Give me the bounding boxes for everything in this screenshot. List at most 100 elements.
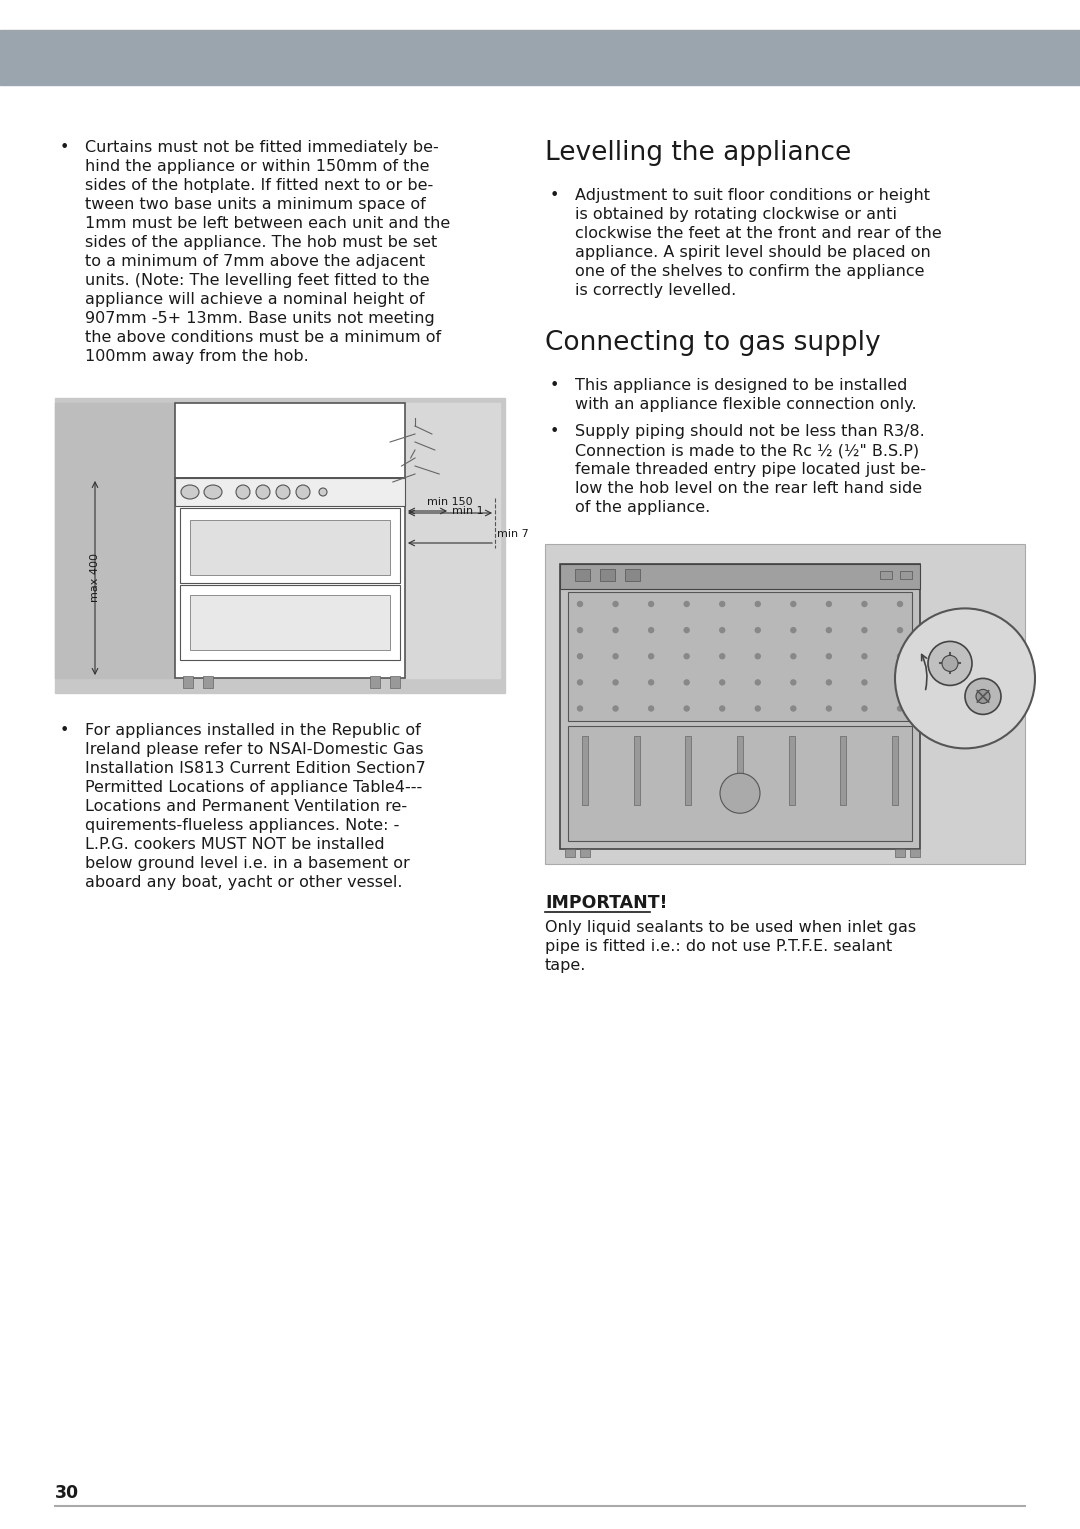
Circle shape bbox=[276, 485, 291, 498]
Circle shape bbox=[897, 680, 903, 685]
Circle shape bbox=[791, 627, 796, 633]
Circle shape bbox=[895, 609, 1035, 748]
Circle shape bbox=[826, 601, 832, 607]
Circle shape bbox=[613, 654, 618, 659]
Bar bbox=[565, 849, 575, 856]
Circle shape bbox=[613, 706, 618, 711]
Text: is obtained by rotating clockwise or anti: is obtained by rotating clockwise or ant… bbox=[575, 206, 897, 222]
Text: units. (Note: The levelling feet fitted to the: units. (Note: The levelling feet fitted … bbox=[85, 274, 430, 287]
Circle shape bbox=[755, 680, 760, 685]
Bar bbox=[880, 570, 892, 579]
Circle shape bbox=[719, 680, 725, 685]
Text: with an appliance flexible connection only.: with an appliance flexible connection on… bbox=[575, 398, 917, 411]
Bar bbox=[175, 479, 405, 677]
Bar bbox=[545, 544, 1025, 864]
Text: Connecting to gas supply: Connecting to gas supply bbox=[545, 330, 880, 356]
Text: •: • bbox=[550, 188, 559, 203]
Circle shape bbox=[826, 654, 832, 659]
Text: tween two base units a minimum space of: tween two base units a minimum space of bbox=[85, 197, 426, 213]
Circle shape bbox=[719, 706, 725, 711]
Bar bbox=[686, 735, 691, 804]
Circle shape bbox=[976, 690, 990, 703]
Bar bbox=[180, 508, 400, 584]
Text: Curtains must not be fitted immediately be-: Curtains must not be fitted immediately … bbox=[85, 141, 438, 154]
Bar bbox=[390, 676, 400, 688]
Circle shape bbox=[862, 601, 867, 607]
Bar bbox=[895, 849, 905, 856]
Bar bbox=[600, 569, 615, 581]
Circle shape bbox=[578, 680, 582, 685]
Text: Ireland please refer to NSAI-Domestic Gas: Ireland please refer to NSAI-Domestic Ga… bbox=[85, 742, 423, 757]
Text: •: • bbox=[550, 378, 559, 393]
Ellipse shape bbox=[204, 485, 222, 498]
Text: 907mm -5+ 13mm. Base units not meeting: 907mm -5+ 13mm. Base units not meeting bbox=[85, 310, 435, 326]
Text: •: • bbox=[550, 424, 559, 439]
Bar bbox=[582, 735, 588, 804]
Bar bbox=[568, 592, 912, 720]
Bar bbox=[788, 735, 795, 804]
Bar bbox=[203, 676, 213, 688]
Circle shape bbox=[319, 488, 327, 495]
Text: This appliance is designed to be installed: This appliance is designed to be install… bbox=[575, 378, 907, 393]
Text: below ground level i.e. in a basement or: below ground level i.e. in a basement or bbox=[85, 856, 409, 872]
Bar bbox=[190, 520, 390, 575]
Text: IMPORTANT!: IMPORTANT! bbox=[545, 894, 667, 911]
Circle shape bbox=[296, 485, 310, 498]
Text: min 1: min 1 bbox=[453, 506, 484, 515]
Circle shape bbox=[578, 627, 582, 633]
Text: sides of the hotplate. If fitted next to or be-: sides of the hotplate. If fitted next to… bbox=[85, 177, 433, 193]
Bar bbox=[625, 569, 640, 581]
Text: aboard any boat, yacht or other vessel.: aboard any boat, yacht or other vessel. bbox=[85, 875, 403, 890]
Bar bbox=[634, 735, 639, 804]
Circle shape bbox=[719, 627, 725, 633]
Circle shape bbox=[649, 654, 653, 659]
Circle shape bbox=[649, 706, 653, 711]
Bar bbox=[180, 586, 400, 661]
Bar bbox=[561, 564, 920, 589]
Circle shape bbox=[897, 601, 903, 607]
Bar bbox=[580, 849, 590, 856]
Circle shape bbox=[720, 774, 760, 813]
Circle shape bbox=[897, 627, 903, 633]
Text: 750: 750 bbox=[285, 566, 298, 590]
Circle shape bbox=[578, 706, 582, 711]
Circle shape bbox=[791, 680, 796, 685]
Text: clockwise the feet at the front and rear of the: clockwise the feet at the front and rear… bbox=[575, 226, 942, 242]
Circle shape bbox=[826, 680, 832, 685]
Bar bbox=[405, 404, 500, 677]
Circle shape bbox=[942, 656, 958, 671]
Circle shape bbox=[578, 654, 582, 659]
Text: Adjustment to suit floor conditions or height: Adjustment to suit floor conditions or h… bbox=[575, 188, 930, 203]
Bar bbox=[175, 479, 405, 506]
Text: min 150: min 150 bbox=[428, 497, 473, 508]
Text: to a minimum of 7mm above the adjacent: to a minimum of 7mm above the adjacent bbox=[85, 254, 426, 269]
Text: 30: 30 bbox=[55, 1485, 79, 1501]
Bar bbox=[737, 735, 743, 804]
Text: 1mm must be left between each unit and the: 1mm must be left between each unit and t… bbox=[85, 216, 450, 231]
Circle shape bbox=[649, 601, 653, 607]
Circle shape bbox=[719, 601, 725, 607]
Text: Levelling the appliance: Levelling the appliance bbox=[545, 141, 851, 167]
Bar bbox=[840, 735, 847, 804]
Bar bbox=[370, 676, 380, 688]
Circle shape bbox=[755, 654, 760, 659]
Bar bbox=[568, 725, 912, 841]
Text: Supply piping should not be less than R3/8.: Supply piping should not be less than R3… bbox=[575, 424, 924, 439]
Text: For appliances installed in the Republic of: For appliances installed in the Republic… bbox=[85, 723, 421, 739]
Circle shape bbox=[862, 680, 867, 685]
Circle shape bbox=[928, 641, 972, 685]
Circle shape bbox=[256, 485, 270, 498]
Circle shape bbox=[791, 706, 796, 711]
Circle shape bbox=[862, 654, 867, 659]
Bar bbox=[175, 404, 405, 479]
Text: one of the shelves to confirm the appliance: one of the shelves to confirm the applia… bbox=[575, 265, 924, 278]
Text: tape.: tape. bbox=[545, 959, 586, 972]
Bar bbox=[900, 570, 912, 579]
Text: the above conditions must be a minimum of: the above conditions must be a minimum o… bbox=[85, 330, 441, 346]
Circle shape bbox=[684, 627, 689, 633]
Bar bbox=[561, 564, 920, 849]
Circle shape bbox=[897, 654, 903, 659]
Circle shape bbox=[684, 680, 689, 685]
Circle shape bbox=[613, 601, 618, 607]
Text: •: • bbox=[60, 723, 69, 739]
